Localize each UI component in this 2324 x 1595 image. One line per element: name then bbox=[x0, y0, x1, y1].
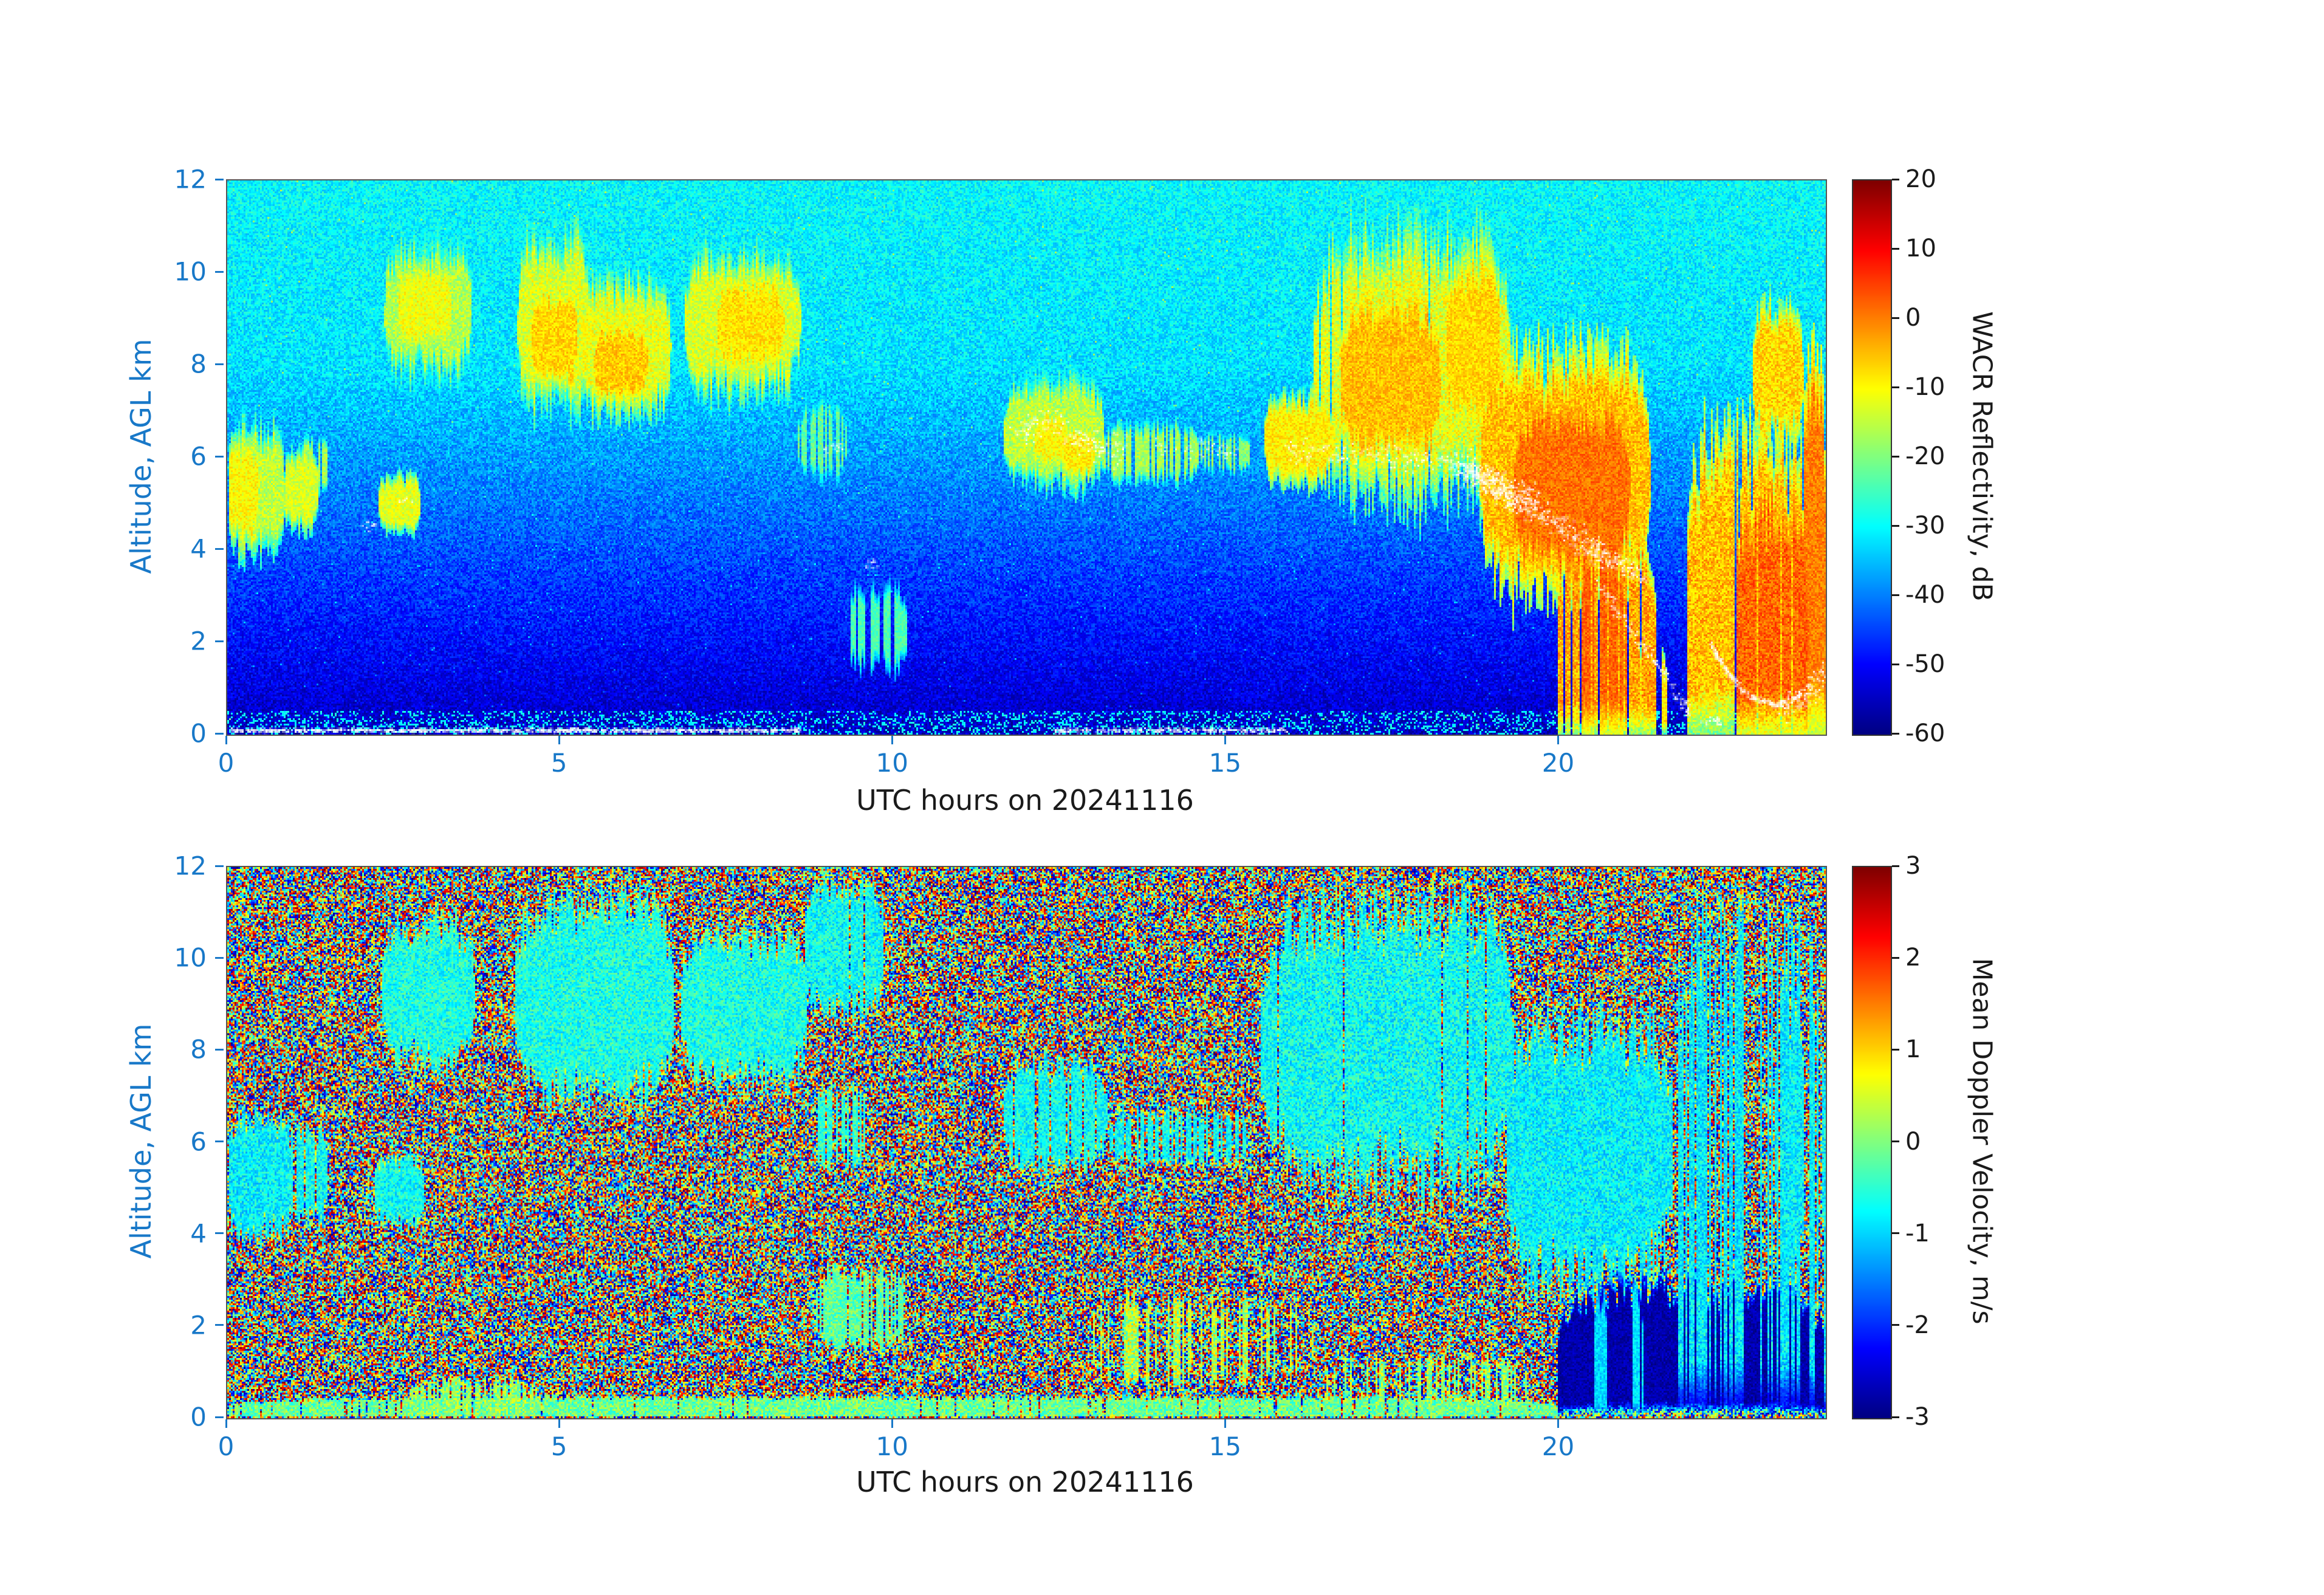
x-tick-label: 10 bbox=[876, 1432, 908, 1461]
x-tick-mark bbox=[225, 736, 227, 744]
colorbar-tick-mark bbox=[1892, 732, 1899, 735]
reflectivity-colorbar-label: WACR Reflectivity, dB bbox=[1966, 311, 1998, 602]
y-tick-label: 8 bbox=[190, 1034, 207, 1065]
x-tick-mark bbox=[558, 736, 560, 744]
colorbar-tick-label: -10 bbox=[1905, 373, 1945, 401]
colorbar-tick-mark bbox=[1892, 317, 1899, 319]
colorbar-tick-label: -30 bbox=[1905, 512, 1945, 540]
colorbar-tick-label: 3 bbox=[1905, 852, 1921, 880]
reflectivity-colorbar bbox=[1852, 179, 1892, 736]
reflectivity-heatmap bbox=[227, 180, 1826, 735]
y-tick-label: 6 bbox=[190, 441, 207, 472]
y-tick-mark bbox=[215, 1416, 224, 1418]
y-tick-mark bbox=[215, 865, 224, 867]
colorbar-tick-mark bbox=[1892, 455, 1899, 458]
colorbar-tick-label: 10 bbox=[1905, 235, 1936, 262]
y-tick-mark bbox=[215, 1324, 224, 1326]
colorbar-tick-label: -1 bbox=[1905, 1219, 1930, 1247]
colorbar-tick-mark bbox=[1892, 1232, 1899, 1235]
y-tick-mark bbox=[215, 455, 224, 458]
colorbar-tick-label: 0 bbox=[1905, 304, 1921, 332]
x-tick-mark bbox=[1557, 1419, 1559, 1428]
y-tick-mark bbox=[215, 363, 224, 365]
reflectivity-x-axis-label: UTC hours on 20241116 bbox=[856, 784, 1194, 817]
y-tick-mark bbox=[215, 1048, 224, 1051]
colorbar-tick-mark bbox=[1892, 247, 1899, 250]
colorbar-tick-mark bbox=[1892, 1048, 1899, 1051]
colorbar-tick-label: 20 bbox=[1905, 165, 1936, 193]
y-tick-label: 8 bbox=[190, 349, 207, 379]
x-tick-label: 0 bbox=[218, 748, 235, 778]
x-tick-label: 5 bbox=[550, 1432, 567, 1461]
y-tick-label: 0 bbox=[190, 1402, 207, 1432]
colorbar-tick-label: 1 bbox=[1905, 1035, 1921, 1064]
velocity-colorbar-label: Mean Doppler Velocity, m/s bbox=[1966, 958, 1998, 1325]
colorbar-tick-mark bbox=[1892, 594, 1899, 596]
colorbar-tick-mark bbox=[1892, 386, 1899, 388]
x-tick-mark bbox=[1224, 1419, 1226, 1428]
colorbar-tick-mark bbox=[1892, 1141, 1899, 1142]
velocity-plot-area bbox=[226, 866, 1827, 1419]
colorbar-tick-label: -20 bbox=[1905, 442, 1945, 470]
colorbar-tick-label: -50 bbox=[1905, 650, 1945, 678]
colorbar-tick-mark bbox=[1892, 865, 1899, 867]
colorbar-tick-label: -3 bbox=[1905, 1403, 1930, 1431]
x-tick-mark bbox=[558, 1419, 560, 1428]
x-tick-label: 20 bbox=[1541, 748, 1575, 778]
x-tick-mark bbox=[891, 1419, 893, 1428]
y-tick-label: 0 bbox=[190, 718, 207, 749]
y-tick-label: 4 bbox=[190, 1218, 207, 1249]
y-tick-label: 2 bbox=[190, 626, 207, 656]
velocity-colorbar-gradient bbox=[1853, 867, 1891, 1418]
y-tick-mark bbox=[215, 732, 224, 735]
velocity-colorbar bbox=[1852, 866, 1892, 1419]
colorbar-tick-label: -60 bbox=[1905, 719, 1945, 747]
y-tick-label: 12 bbox=[174, 851, 207, 881]
colorbar-tick-mark bbox=[1892, 178, 1899, 180]
colorbar-tick-mark bbox=[1892, 956, 1899, 959]
y-tick-mark bbox=[215, 547, 224, 550]
colorbar-tick-label: -40 bbox=[1905, 581, 1945, 609]
x-tick-mark bbox=[1224, 736, 1226, 744]
reflectivity-colorbar-gradient bbox=[1853, 180, 1891, 735]
y-tick-mark bbox=[215, 956, 224, 959]
y-tick-mark bbox=[215, 1232, 224, 1235]
x-tick-mark bbox=[1557, 736, 1559, 744]
colorbar-tick-mark bbox=[1892, 1324, 1899, 1326]
colorbar-tick-mark bbox=[1892, 1416, 1899, 1418]
x-tick-label: 20 bbox=[1541, 1432, 1575, 1461]
colorbar-tick-label: -2 bbox=[1905, 1311, 1930, 1339]
y-tick-label: 2 bbox=[190, 1310, 207, 1340]
y-tick-label: 10 bbox=[174, 256, 207, 287]
y-tick-mark bbox=[215, 270, 224, 273]
y-tick-mark bbox=[215, 178, 224, 180]
x-tick-label: 5 bbox=[550, 748, 567, 778]
y-tick-label: 10 bbox=[174, 942, 207, 973]
x-tick-mark bbox=[225, 1419, 227, 1428]
x-tick-label: 15 bbox=[1208, 748, 1242, 778]
x-tick-label: 10 bbox=[876, 748, 908, 778]
x-tick-label: 15 bbox=[1208, 1432, 1242, 1461]
velocity-heatmap bbox=[227, 867, 1826, 1418]
reflectivity-plot-area bbox=[226, 179, 1827, 736]
y-tick-label: 12 bbox=[174, 164, 207, 194]
y-tick-label: 6 bbox=[190, 1127, 207, 1156]
y-tick-mark bbox=[215, 640, 224, 642]
y-tick-mark bbox=[215, 1141, 224, 1142]
velocity-x-axis-label: UTC hours on 20241116 bbox=[856, 1466, 1194, 1498]
colorbar-tick-label: 0 bbox=[1905, 1127, 1921, 1156]
colorbar-tick-mark bbox=[1892, 524, 1899, 527]
colorbar-tick-mark bbox=[1892, 663, 1899, 665]
colorbar-tick-label: 2 bbox=[1905, 944, 1921, 972]
x-tick-mark bbox=[891, 736, 893, 744]
y-tick-label: 4 bbox=[190, 533, 207, 564]
x-tick-label: 0 bbox=[218, 1432, 235, 1461]
